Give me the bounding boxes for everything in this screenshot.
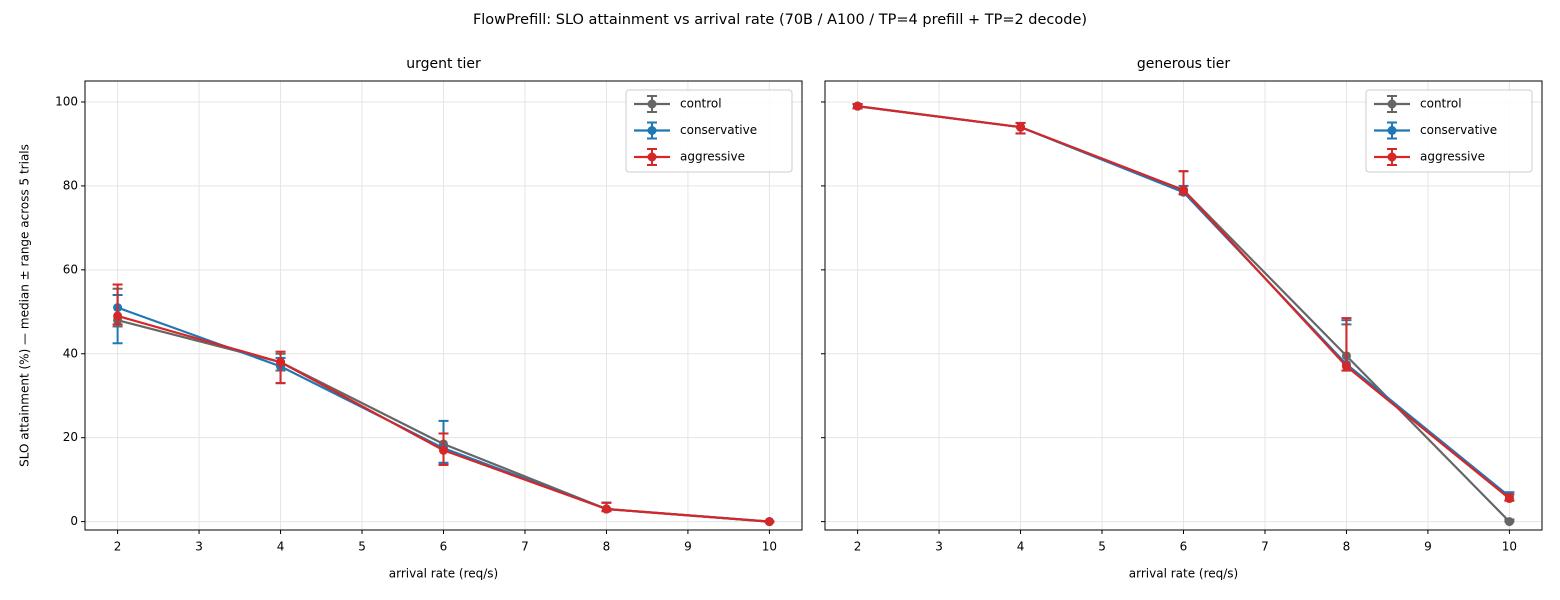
x-tick-label: 2: [854, 540, 862, 554]
legend-marker: [647, 152, 657, 162]
data-point: [276, 357, 286, 367]
x-tick-label: 6: [440, 540, 448, 554]
legend-label: conservative: [1420, 123, 1497, 137]
x-tick-label: 6: [1180, 540, 1188, 554]
data-point: [1016, 122, 1026, 132]
legend-marker: [1387, 126, 1397, 135]
error-bar: [275, 350, 286, 385]
data-point: [439, 445, 448, 455]
y-tick-label: 100: [55, 94, 78, 108]
x-tick-label: 10: [1502, 540, 1517, 554]
legend-marker: [647, 99, 657, 109]
legend-label: aggressive: [680, 150, 745, 164]
data-point: [1341, 361, 1351, 371]
x-tick-label: 7: [521, 540, 529, 554]
legend-box: [625, 89, 793, 173]
data-point: [113, 311, 123, 321]
x-tick-label: 8: [1343, 540, 1351, 554]
legend-label: conservative: [680, 123, 757, 137]
data-point: [1179, 185, 1188, 195]
data-point: [1504, 494, 1514, 504]
legend-marker: [647, 126, 657, 135]
x-tick-label: 10: [762, 540, 777, 554]
x-tick-label: 2: [114, 540, 122, 554]
x-tick-label: 5: [358, 540, 366, 554]
data-point: [601, 504, 611, 514]
legend: control conservative aggressive: [1365, 89, 1533, 173]
x-tick-label: 9: [684, 540, 692, 554]
legend-marker: [1387, 99, 1397, 109]
x-axis-label: arrival rate (req/s): [1129, 567, 1238, 581]
legend: control conservative aggressive: [625, 89, 793, 173]
data-point: [1504, 517, 1514, 527]
y-tick-label: 20: [63, 430, 78, 444]
plot-frame: [824, 80, 1543, 531]
x-tick-label: 4: [277, 540, 285, 554]
panel-title: urgent tier: [406, 56, 481, 72]
data-point: [853, 101, 863, 111]
legend-marker: [1387, 152, 1397, 162]
figure-title: FlowPrefill: SLO attainment vs arrival r…: [473, 12, 1087, 28]
y-tick-label: 40: [63, 346, 78, 360]
x-tick-label: 5: [1098, 540, 1106, 554]
y-axis-label: SLO attainment (%) — median ± range acro…: [18, 144, 32, 467]
x-tick-label: 4: [1017, 540, 1025, 554]
legend-label: control: [1420, 97, 1462, 111]
plot-area: 2 3 4 5 6 7 8 9 10 control conservative aggressive: [821, 80, 1543, 554]
plot-frame: [84, 80, 803, 531]
legend-label: control: [680, 97, 722, 111]
legend-label: aggressive: [1420, 150, 1485, 164]
x-tick-label: 8: [603, 540, 611, 554]
x-tick-label: 3: [935, 540, 943, 554]
legend-box: [1365, 89, 1533, 173]
y-tick-label: 0: [70, 514, 78, 528]
panel-title: generous tier: [1137, 56, 1231, 72]
y-tick-label: 80: [63, 178, 78, 192]
x-axis-label: arrival rate (req/s): [389, 567, 498, 581]
data-point: [764, 517, 774, 527]
x-tick-label: 3: [195, 540, 203, 554]
y-tick-label: 60: [63, 262, 78, 276]
x-tick-label: 9: [1424, 540, 1432, 554]
x-tick-label: 7: [1261, 540, 1269, 554]
